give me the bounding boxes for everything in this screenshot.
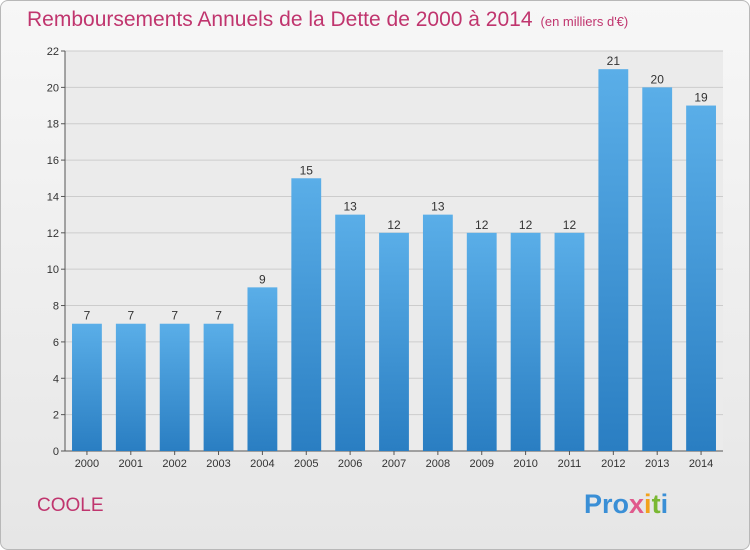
value-label-2014: 19 xyxy=(694,91,708,105)
bar-2014 xyxy=(686,105,716,451)
x-tick-label-2005: 2005 xyxy=(294,458,318,470)
y-tick-label: 6 xyxy=(53,337,59,349)
chart-subtitle: (en milliers d'€) xyxy=(540,14,629,29)
chart-title-text: Remboursements Annuels de la Dette de 20… xyxy=(27,8,533,31)
logo-part-2: x xyxy=(629,489,645,519)
y-tick-label: 12 xyxy=(47,228,59,240)
bar-2007 xyxy=(379,232,409,451)
commune-name: COOLE xyxy=(37,495,104,516)
y-tick-label: 10 xyxy=(47,264,59,276)
y-tick-label: 0 xyxy=(53,446,59,458)
value-label-2008: 13 xyxy=(431,200,445,214)
bar-2000 xyxy=(72,323,102,451)
value-label-2003: 7 xyxy=(215,309,222,323)
value-label-2000: 7 xyxy=(84,309,91,323)
y-tick-label: 18 xyxy=(47,119,59,131)
bar-2011 xyxy=(554,232,585,451)
value-label-2006: 13 xyxy=(343,200,357,214)
bar-2004 xyxy=(247,287,278,451)
chart-title: Remboursements Annuels de la Dette de 20… xyxy=(27,8,628,32)
x-tick-label-2012: 2012 xyxy=(601,458,625,470)
x-tick-label-2008: 2008 xyxy=(426,458,450,470)
value-label-2009: 12 xyxy=(475,218,489,232)
bar-2009 xyxy=(466,232,497,451)
x-tick-label-2007: 2007 xyxy=(382,458,406,470)
value-label-2012: 21 xyxy=(607,54,621,68)
x-tick-label-2014: 2014 xyxy=(689,458,713,470)
y-tick-label: 8 xyxy=(53,301,59,313)
value-label-2002: 7 xyxy=(171,309,178,323)
value-label-2007: 12 xyxy=(387,218,401,232)
y-tick-label: 22 xyxy=(47,46,59,58)
bar-2003 xyxy=(203,323,234,451)
x-tick-label-2001: 2001 xyxy=(119,458,143,470)
value-label-2005: 15 xyxy=(300,163,314,177)
bar-2010 xyxy=(510,232,541,451)
bar-2012 xyxy=(598,69,629,451)
bar-2001 xyxy=(115,323,146,451)
y-tick-label: 4 xyxy=(53,373,59,385)
y-tick-label: 2 xyxy=(53,410,59,422)
logo-part-1: Pro xyxy=(584,489,630,519)
x-tick-label-2000: 2000 xyxy=(75,458,99,470)
x-tick-label-2013: 2013 xyxy=(645,458,669,470)
bar-2002 xyxy=(159,323,190,451)
value-label-2013: 20 xyxy=(651,72,665,86)
value-label-2011: 12 xyxy=(563,218,577,232)
x-tick-label-2009: 2009 xyxy=(469,458,493,470)
value-label-2010: 12 xyxy=(519,218,533,232)
x-tick-label-2003: 2003 xyxy=(206,458,230,470)
x-tick-label-2011: 2011 xyxy=(558,458,582,470)
bar-2006 xyxy=(335,214,366,451)
x-tick-label-2010: 2010 xyxy=(513,458,537,470)
logo-part-5: i xyxy=(660,489,669,519)
value-label-2004: 9 xyxy=(259,272,266,286)
logo-part-3: i xyxy=(644,489,652,519)
y-tick-label: 16 xyxy=(47,155,59,167)
bar-2005 xyxy=(291,178,322,452)
logo-part-4: t xyxy=(651,489,661,519)
bar-2013 xyxy=(642,87,673,451)
y-tick-label: 14 xyxy=(47,191,59,203)
value-label-2001: 7 xyxy=(127,309,134,323)
x-tick-label-2006: 2006 xyxy=(338,458,362,470)
x-tick-label-2002: 2002 xyxy=(162,458,186,470)
bar-2008 xyxy=(422,214,453,451)
proxiti-logo: Proxiti xyxy=(584,489,668,520)
y-tick-label: 20 xyxy=(47,82,59,94)
x-tick-label-2004: 2004 xyxy=(250,458,274,470)
